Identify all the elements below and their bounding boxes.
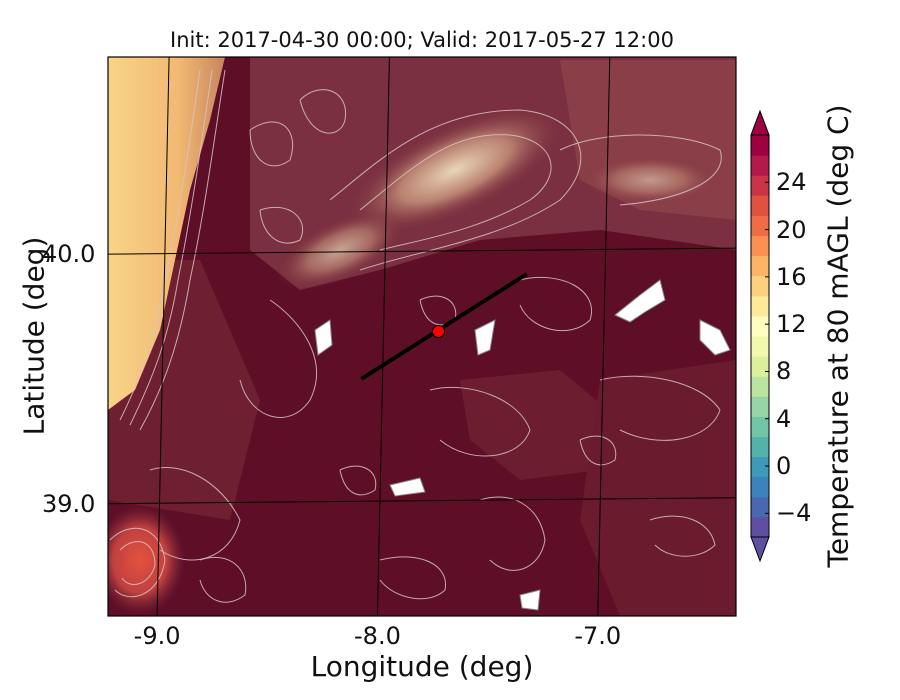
colorbar-segment-16 (751, 195, 769, 216)
y-tick-label-0: 39.0 (42, 489, 96, 518)
colorbar-segment-12 (751, 275, 769, 297)
colorbar-segment-15 (751, 215, 769, 236)
nodata-patch (614, 279, 666, 323)
plot-frame (107, 56, 737, 617)
colorbar-segment-2 (751, 476, 769, 498)
colorbar-label: Temperature at 80 mAGL (deg C) (821, 104, 855, 568)
colorbar-segment-3 (751, 456, 769, 478)
southeast-plain (580, 360, 736, 616)
nodata-patch (699, 319, 731, 356)
colorbar-segment-13 (751, 255, 769, 277)
colorbar-segment-8 (751, 356, 769, 377)
ridge-southwest (275, 209, 405, 291)
map-overlay (360, 272, 528, 381)
y-axis-label: Latitude (deg) (17, 236, 51, 436)
nodata-patch (474, 319, 496, 356)
colorbar-tick-label-7: 24 (776, 168, 807, 197)
central-plain (460, 370, 620, 480)
hot-spot (108, 505, 185, 615)
colorbar-segment-11 (751, 295, 769, 317)
colorbar-tick-label-6: 20 (776, 215, 807, 244)
colorbar-segment-14 (751, 235, 769, 257)
transect-line (360, 272, 528, 381)
colorbar-segment-5 (751, 416, 769, 437)
meridian-line-1 (376, 57, 390, 616)
x-tick-label-2: -7.0 (574, 622, 622, 650)
x-tick-label-0: -9.0 (133, 622, 181, 650)
colorbar-tick-label-5: 16 (776, 262, 807, 291)
colorbar-frame (750, 134, 770, 538)
x-tick-label-1: -8.0 (354, 622, 401, 650)
nodata-patch (314, 319, 333, 356)
colorbar-tick-label-4: 12 (776, 310, 807, 339)
serra-ridge (344, 104, 566, 236)
chart-title: Init: 2017-04-30 00:00; Valid: 2017-05-2… (170, 28, 674, 52)
colorbar-segment-18 (751, 155, 769, 176)
ridge-east (580, 155, 720, 205)
parallel-line-1 (108, 247, 736, 255)
x-axis-label: Longitude (deg) (310, 650, 534, 683)
colorbar-tick-label-2: 4 (776, 404, 792, 433)
colorbar-segment-4 (751, 436, 769, 458)
colorbar-extend-min (750, 536, 770, 563)
colorbar-segment-1 (751, 496, 769, 518)
colorbar-segment-19 (751, 135, 769, 156)
colorbar-segment-10 (751, 315, 769, 337)
nodata-patch (519, 589, 541, 611)
colorbar-segment-9 (751, 336, 769, 357)
colorbar-tick-label-1: 0 (776, 452, 792, 481)
y-tick-label-1: 40.0 (42, 240, 96, 269)
colorbar-segment-7 (751, 376, 769, 397)
ocean-region (108, 57, 225, 410)
colorbar-segment-0 (751, 516, 769, 538)
nodata-patch (389, 477, 426, 497)
temperature-field (108, 57, 736, 616)
meridian-line-2 (597, 57, 611, 616)
contour-lines (109, 69, 722, 603)
colorbar-tick-label-0: −4 (776, 499, 812, 528)
site-marker (432, 325, 446, 339)
colorbar-extend-max (750, 109, 770, 136)
meridian-line-0 (156, 57, 170, 616)
colorbar-segment-17 (751, 175, 769, 196)
parallel-line-0 (108, 497, 736, 505)
colorbar-segment-6 (751, 396, 769, 417)
coordinate-grid (108, 57, 736, 616)
colorbar-tick-label-3: 8 (776, 357, 792, 386)
